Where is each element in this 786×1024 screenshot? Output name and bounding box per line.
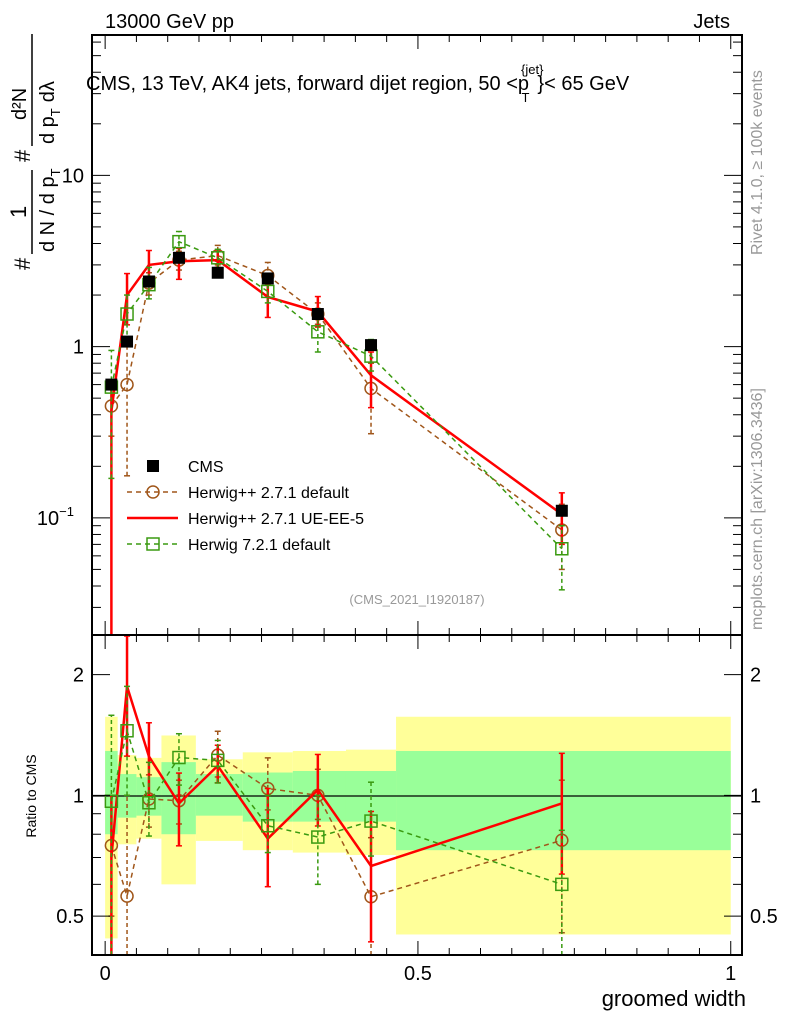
mcplots-label: mcplots.cern.ch [arXiv:1306.3436] xyxy=(749,388,766,630)
legend: CMS Herwig++ 2.7.1 default Herwig++ 2.7.1 … xyxy=(127,459,364,554)
axes: 0 0.5 1 10−1 1 10 0.5 0.5 1 1 2 2 xyxy=(37,35,778,985)
data-point xyxy=(142,796,156,810)
legend-label: Herwig++ 2.7.1 UE-EE-5 xyxy=(188,511,364,528)
data-point xyxy=(210,753,225,768)
cms-data-point xyxy=(365,339,378,352)
legend-label: CMS xyxy=(188,459,224,476)
cms-data-point xyxy=(311,308,324,321)
ratio-tick-label: 0.5 xyxy=(56,906,84,928)
chart-title: CMS, 13 TeV, AK4 jets, forward dijet reg… xyxy=(86,62,630,105)
citation: (CMS_2021_I1920187) xyxy=(349,592,484,607)
data-point xyxy=(261,818,275,833)
cms-data-point xyxy=(211,266,224,279)
data-point xyxy=(311,830,325,844)
data-marks xyxy=(104,230,569,956)
data-point xyxy=(172,750,186,765)
cms-data-point xyxy=(555,504,568,517)
svg-text:d²N: d²N xyxy=(9,88,31,120)
data-point xyxy=(172,234,186,249)
legend-marker xyxy=(147,460,159,472)
legend-label: Herwig++ 2.7.1 default xyxy=(188,485,350,502)
x-tick-label: 1 xyxy=(725,963,736,985)
series-line xyxy=(110,240,563,550)
cms-data-point xyxy=(142,275,155,288)
header-left: 13000 GeV pp xyxy=(105,11,234,33)
x-tick-label: 0.5 xyxy=(404,963,432,985)
series-cms xyxy=(105,251,568,517)
y-tick-exponent: −1 xyxy=(59,504,74,519)
svg-text:#: # xyxy=(10,149,35,162)
cms-data-point xyxy=(105,378,118,391)
x-tick-label: 0 xyxy=(100,963,111,985)
svg-text:d N / d pT: d N / d pT xyxy=(37,168,63,252)
y-tick-label: 10−1 xyxy=(37,504,74,530)
data-point xyxy=(120,889,134,903)
ratio-band-stat xyxy=(396,750,731,851)
legend-marker xyxy=(146,485,160,499)
cms-data-point xyxy=(121,335,134,348)
data-point xyxy=(104,794,119,809)
ratio-tick-label: 0.5 xyxy=(750,906,778,928)
data-point xyxy=(555,877,569,892)
y-tick-label: 10 xyxy=(62,165,84,187)
data-point xyxy=(120,724,134,738)
header-right: Jets xyxy=(693,11,730,33)
series-line xyxy=(110,258,563,516)
cms-data-point xyxy=(261,272,274,285)
rivet-version-label: Rivet 4.1.0, ≥ 100k events xyxy=(749,70,766,255)
data-point xyxy=(311,325,325,339)
ratio-tick-label: 1 xyxy=(73,785,84,807)
x-axis-label: groomed width xyxy=(602,986,746,1011)
data-point xyxy=(364,814,378,828)
data-point xyxy=(210,251,225,265)
data-point xyxy=(555,542,569,556)
data-point xyxy=(120,307,134,321)
data-point xyxy=(261,284,275,299)
y-axis-label: # 1 d N / d pT # d²N d pTdλ xyxy=(6,34,63,270)
ratio-y-label: Ratio to CMS xyxy=(23,754,39,837)
y-tick-label: 1 xyxy=(73,337,84,359)
svg-text:d pTdλ: d pTdλ xyxy=(37,81,63,144)
cms-data-point xyxy=(172,251,185,264)
svg-text:1: 1 xyxy=(6,206,31,218)
ratio-tick-label: 1 xyxy=(750,785,761,807)
data-point xyxy=(120,377,134,392)
svg-text:#: # xyxy=(10,257,35,270)
ratio-tick-label: 2 xyxy=(73,665,84,687)
legend-marker xyxy=(146,537,160,551)
ratio-tick-label: 2 xyxy=(750,665,761,687)
legend-label: Herwig 7.2.1 default xyxy=(188,537,331,554)
ratio-bands xyxy=(105,716,731,939)
